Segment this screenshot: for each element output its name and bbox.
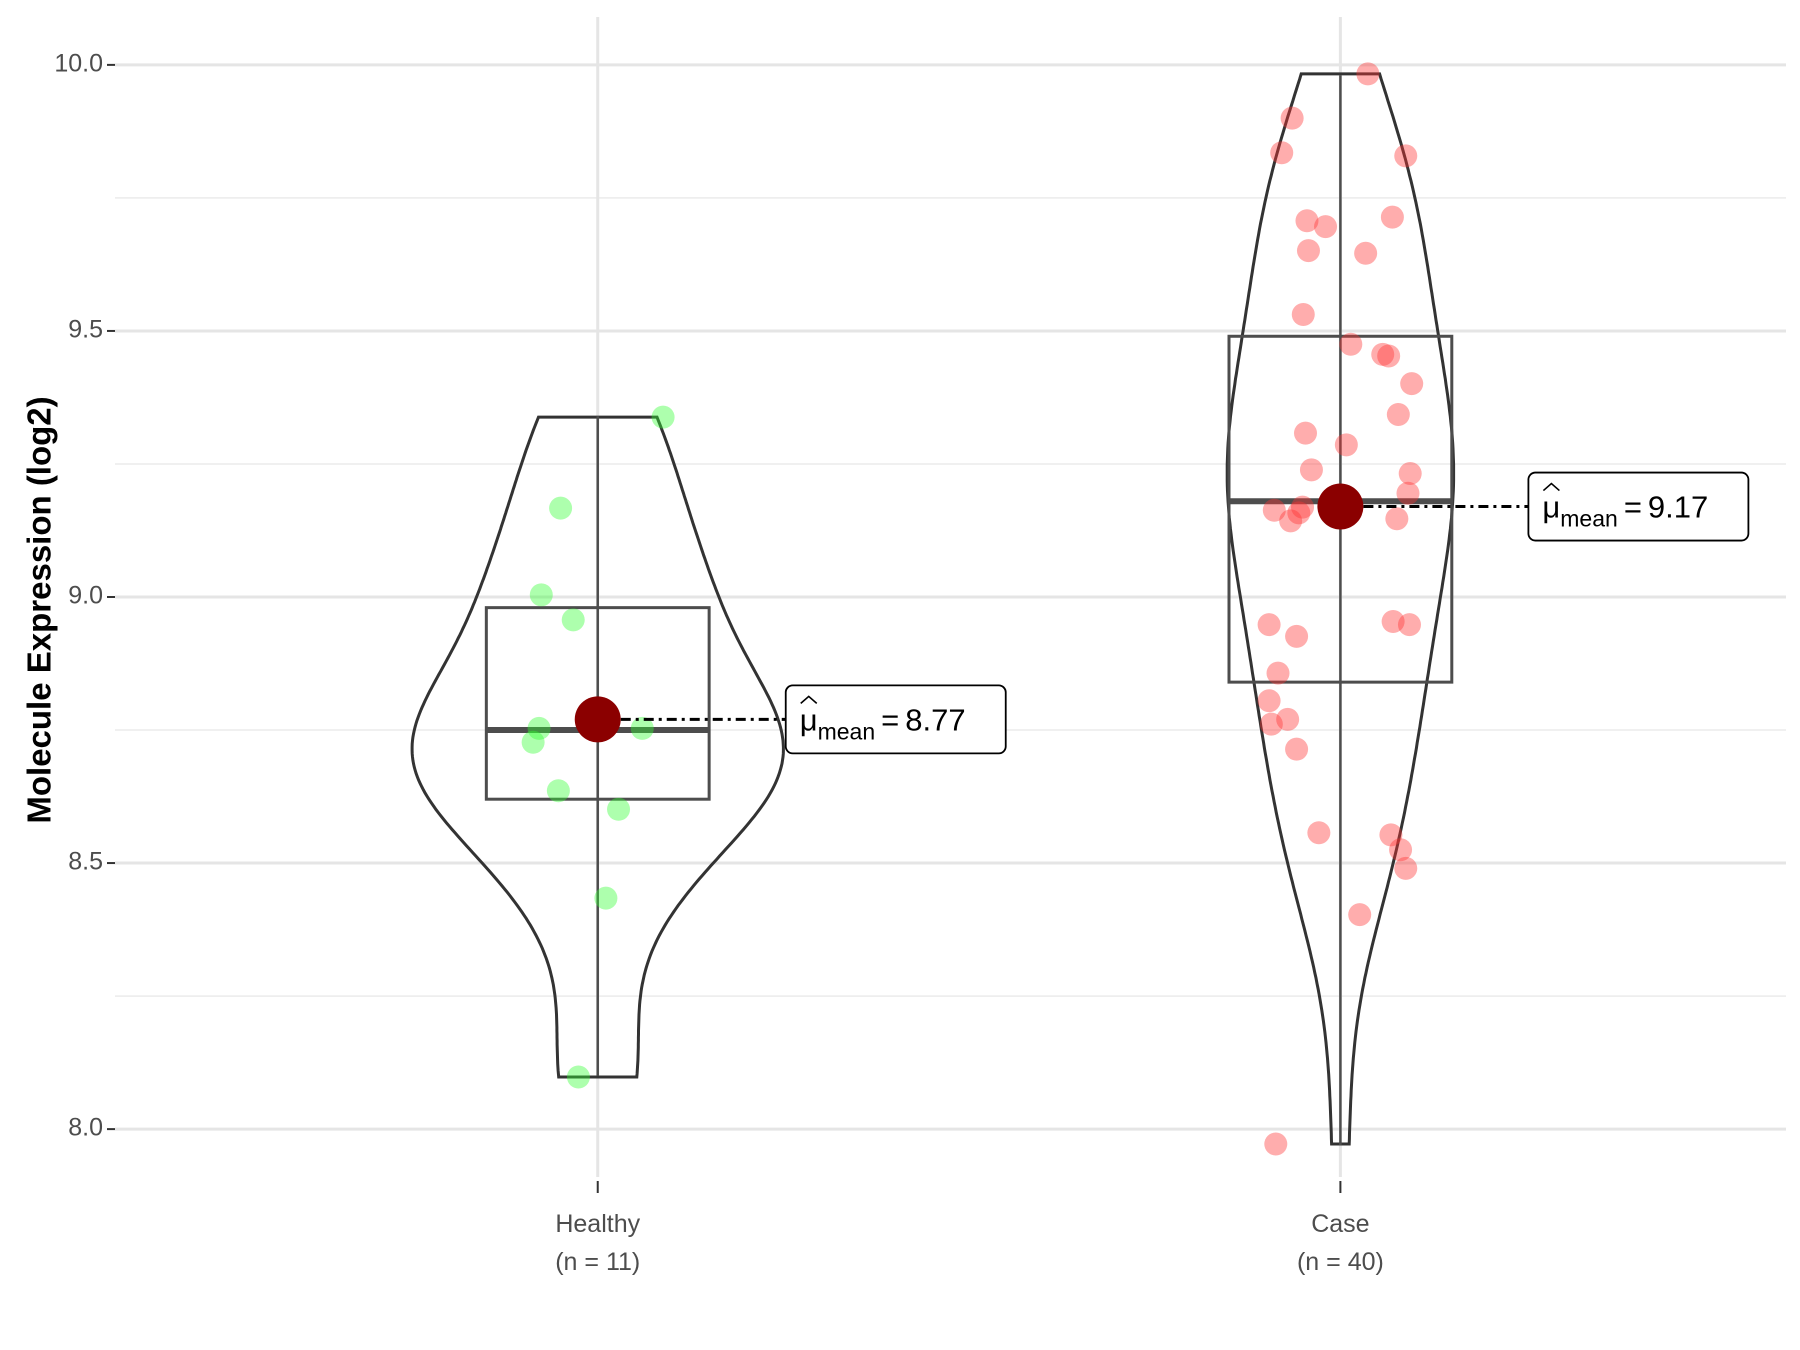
violin bbox=[1225, 72, 1456, 1146]
box bbox=[1227, 334, 1454, 684]
mean-hat bbox=[1542, 482, 1560, 492]
mean-subscript: mean bbox=[1560, 506, 1618, 532]
data-point bbox=[1279, 509, 1303, 533]
data-point bbox=[1264, 1132, 1288, 1156]
data-point bbox=[1285, 624, 1309, 648]
data-point bbox=[1291, 495, 1315, 519]
data-point bbox=[549, 496, 573, 520]
data-point bbox=[1291, 302, 1315, 326]
y-tick-label: 9.0 bbox=[68, 582, 103, 610]
mean-label-box bbox=[1527, 471, 1750, 542]
mean-value: 8.77 bbox=[905, 702, 965, 737]
mean-hat bbox=[800, 695, 818, 704]
x-tick-sublabel: (n = 40) bbox=[1297, 1248, 1384, 1276]
data-point bbox=[1394, 856, 1418, 880]
data-point bbox=[1371, 342, 1395, 366]
data-point bbox=[1262, 498, 1286, 522]
data-point bbox=[1295, 209, 1319, 233]
data-point bbox=[566, 1065, 590, 1089]
mean-equals: = bbox=[881, 702, 899, 737]
mean-equals: = bbox=[1624, 490, 1642, 525]
data-point bbox=[1280, 106, 1304, 130]
data-point bbox=[607, 797, 631, 821]
box bbox=[484, 606, 711, 801]
mean-symbol: μ bbox=[1542, 490, 1560, 525]
data-point bbox=[1339, 332, 1363, 356]
data-point bbox=[527, 716, 551, 740]
mean-label: μmean = 8.77 bbox=[800, 702, 966, 744]
data-point bbox=[561, 608, 585, 632]
mean-label: μmean = 9.17 bbox=[1542, 490, 1708, 532]
data-point bbox=[1380, 205, 1404, 229]
data-point bbox=[529, 583, 553, 607]
y-tick-label: 10.0 bbox=[54, 49, 103, 77]
mean-symbol: μ bbox=[800, 702, 818, 737]
data-point bbox=[521, 730, 545, 754]
y-axis-title: Molecule Expression (log2) bbox=[21, 396, 58, 823]
data-point bbox=[1385, 507, 1409, 531]
data-point bbox=[1379, 823, 1403, 847]
y-tick-label: 8.0 bbox=[68, 1114, 103, 1142]
data-point bbox=[1348, 903, 1372, 927]
data-point bbox=[1314, 215, 1338, 239]
data-point bbox=[1257, 689, 1281, 713]
data-point bbox=[1381, 609, 1405, 633]
data-point bbox=[1257, 613, 1281, 637]
x-tick-label: Case bbox=[1311, 1210, 1369, 1238]
mean-subscript: mean bbox=[818, 718, 876, 744]
data-point bbox=[1397, 613, 1421, 637]
data-point bbox=[1285, 737, 1309, 761]
data-point bbox=[1396, 481, 1420, 505]
y-tick-label: 8.5 bbox=[68, 848, 103, 876]
data-point bbox=[1394, 144, 1418, 168]
data-point bbox=[1354, 241, 1378, 265]
data-point bbox=[651, 405, 675, 429]
data-point bbox=[1276, 707, 1300, 731]
data-point bbox=[1386, 402, 1410, 426]
data-point bbox=[1389, 838, 1413, 862]
data-point bbox=[1400, 372, 1424, 396]
data-point bbox=[630, 716, 654, 740]
data-point bbox=[1334, 433, 1358, 457]
data-point bbox=[1377, 344, 1401, 368]
data-point bbox=[1266, 661, 1290, 685]
mean-label-box bbox=[784, 684, 1007, 755]
data-point bbox=[1293, 421, 1317, 445]
data-point bbox=[1307, 821, 1331, 845]
data-point bbox=[1259, 712, 1283, 736]
y-tick-label: 9.5 bbox=[68, 316, 103, 344]
data-point bbox=[594, 886, 618, 910]
data-point bbox=[1296, 239, 1320, 263]
violin bbox=[410, 415, 785, 1079]
data-point bbox=[1398, 462, 1422, 486]
mean-value: 9.17 bbox=[1648, 490, 1708, 525]
data-point bbox=[546, 779, 570, 803]
data-point bbox=[1287, 501, 1311, 525]
data-point bbox=[1299, 458, 1323, 482]
mean-point bbox=[1317, 483, 1364, 530]
mean-point bbox=[574, 696, 621, 743]
data-point bbox=[1270, 141, 1294, 165]
data-point bbox=[1356, 62, 1380, 86]
x-tick-label: Healthy bbox=[555, 1210, 640, 1238]
x-tick-sublabel: (n = 11) bbox=[555, 1248, 640, 1276]
